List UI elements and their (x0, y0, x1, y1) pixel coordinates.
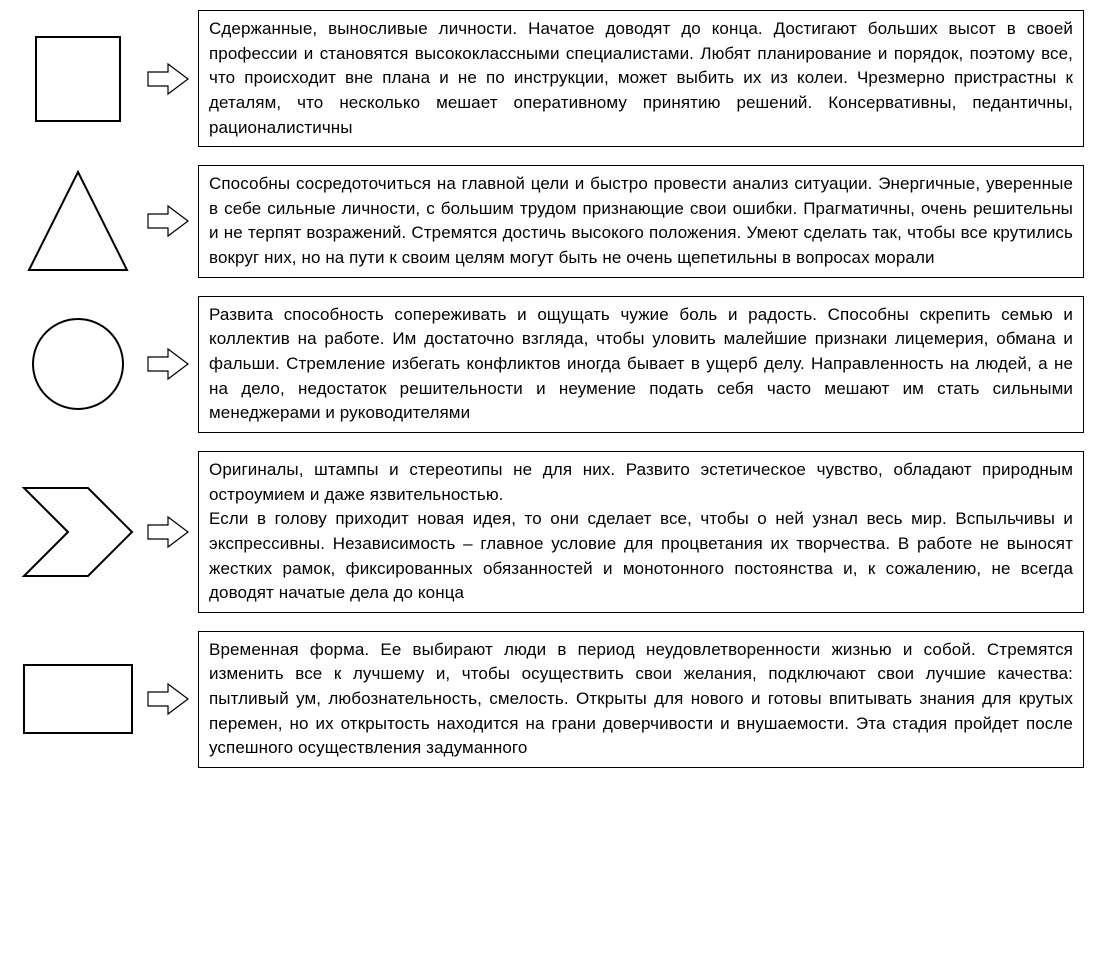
diagram-row-0: Сдержанные, выносливые личности. Начатое… (18, 10, 1084, 147)
diagram-row-3: Оригиналы, штампы и стереотипы не для ни… (18, 451, 1084, 613)
diagram-row-4: Временная форма. Ее выбирают люди в пери… (18, 631, 1084, 768)
arrow-right-icon (138, 682, 198, 716)
description-box: Способны сосредоточиться на главной цели… (198, 165, 1084, 278)
chevron-icon (18, 482, 138, 582)
description-box: Сдержанные, выносливые личности. Начатое… (198, 10, 1084, 147)
description-box: Развита способность сопереживать и ощуща… (198, 296, 1084, 433)
diagram-row-1: Способны сосредоточиться на главной цели… (18, 165, 1084, 278)
arrow-right-icon (138, 204, 198, 238)
arrow-right-icon (138, 515, 198, 549)
arrow-right-icon (138, 62, 198, 96)
description-box: Временная форма. Ее выбирают люди в пери… (198, 631, 1084, 768)
circle-icon (18, 314, 138, 414)
description-box: Оригиналы, штампы и стереотипы не для ни… (198, 451, 1084, 613)
triangle-icon (18, 166, 138, 276)
diagram-row-2: Развита способность сопереживать и ощуща… (18, 296, 1084, 433)
square-icon (18, 29, 138, 129)
arrow-right-icon (138, 347, 198, 381)
rectangle-icon (18, 659, 138, 739)
